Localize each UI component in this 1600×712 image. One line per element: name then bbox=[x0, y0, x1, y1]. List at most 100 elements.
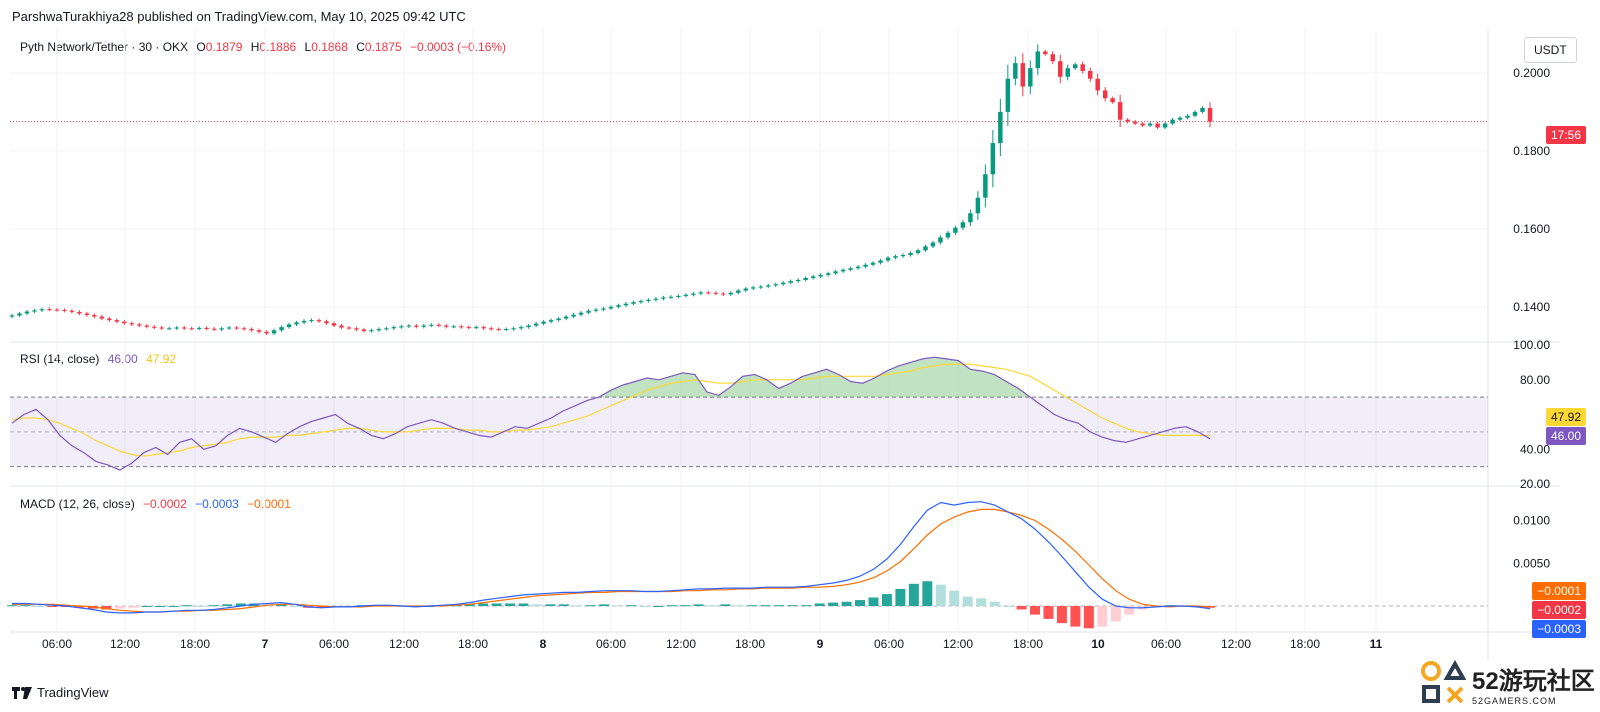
candle-body bbox=[541, 321, 546, 324]
candle-body bbox=[1043, 51, 1048, 55]
candle-body bbox=[324, 321, 329, 324]
low-label: L0.1868 bbox=[304, 40, 348, 54]
currency-button[interactable]: USDT bbox=[1524, 37, 1577, 63]
rsi-badge: 46.00 bbox=[1545, 427, 1586, 445]
candle-body bbox=[92, 315, 97, 317]
macd-histogram-bar bbox=[505, 603, 516, 607]
candle-body bbox=[129, 323, 135, 325]
candle-body bbox=[114, 320, 120, 322]
candle-body bbox=[563, 316, 569, 319]
candle-body bbox=[878, 260, 883, 263]
macd-pane[interactable] bbox=[7, 501, 1488, 629]
close-label: C0.1875 bbox=[356, 40, 402, 54]
candle-body bbox=[369, 330, 374, 332]
price-tick-label: 0.2000 bbox=[1513, 66, 1550, 80]
macd-histogram-bar bbox=[720, 604, 731, 607]
open-label: O0.1879 bbox=[196, 40, 243, 54]
candle-body bbox=[451, 326, 456, 328]
rsi-tick-label: 20.00 bbox=[1520, 477, 1550, 491]
change-label: −0.0003 (−0.16%) bbox=[409, 40, 507, 54]
macd-title[interactable]: MACD (12, 26, close) bbox=[20, 497, 135, 511]
candle-body bbox=[780, 282, 786, 285]
candle-body bbox=[803, 278, 808, 280]
candle-body bbox=[1050, 54, 1055, 62]
macd-histogram-bar bbox=[814, 603, 825, 607]
macd-histogram-bar bbox=[935, 584, 946, 607]
macd-histogram-bar bbox=[235, 603, 246, 607]
candle-body bbox=[436, 324, 442, 326]
macd-histogram-bar bbox=[1178, 606, 1189, 608]
macd-histogram-bar bbox=[908, 583, 919, 607]
macd-histogram-bar bbox=[545, 604, 556, 607]
macd-histogram-bar bbox=[774, 605, 785, 607]
price-pane[interactable] bbox=[9, 44, 1488, 336]
candle-body bbox=[1028, 68, 1033, 87]
candle-body bbox=[1147, 123, 1153, 126]
candle-body bbox=[810, 276, 816, 278]
macd-histogram-bar bbox=[47, 606, 58, 608]
candle-body bbox=[384, 328, 389, 330]
candle-body bbox=[459, 326, 464, 328]
countdown-badge: 17:56 bbox=[1545, 126, 1586, 144]
macd-histogram-bar bbox=[464, 604, 475, 607]
rsi-pane[interactable] bbox=[10, 356, 1488, 471]
macd-histogram-bar bbox=[491, 603, 502, 607]
candle-body bbox=[1125, 119, 1130, 122]
candle-body bbox=[533, 323, 539, 326]
candle-body bbox=[990, 143, 996, 175]
candle-body bbox=[1132, 121, 1138, 124]
price-tick-label: 0.1800 bbox=[1513, 144, 1550, 158]
macd-histogram-bar bbox=[424, 606, 435, 608]
macd-histogram-bar bbox=[881, 594, 892, 607]
macd-histogram-bar bbox=[155, 606, 166, 608]
time-tick-label: 06:00 bbox=[596, 637, 626, 651]
price-tick-label: 0.1600 bbox=[1513, 222, 1550, 236]
candle-body bbox=[466, 327, 471, 329]
candle-body bbox=[795, 279, 801, 282]
candle-body bbox=[691, 293, 696, 295]
macd-histogram-bar bbox=[1083, 606, 1094, 629]
candle-body bbox=[511, 328, 516, 330]
candle-body bbox=[99, 316, 105, 319]
macd-histogram-bar bbox=[114, 606, 125, 609]
time-tick-label: 18:00 bbox=[180, 637, 210, 651]
candle-body bbox=[376, 329, 382, 331]
macd-histogram-bar bbox=[666, 605, 677, 607]
macd-histogram-bar bbox=[249, 603, 260, 607]
macd-histogram-bar bbox=[437, 605, 448, 607]
candle-body bbox=[219, 328, 224, 330]
tradingview-brand: TradingView bbox=[37, 685, 109, 700]
candle-body bbox=[893, 256, 898, 258]
macd-histogram-bar bbox=[195, 606, 206, 608]
candle-body bbox=[661, 297, 666, 299]
candle-body bbox=[444, 325, 449, 327]
candle-body bbox=[279, 327, 284, 331]
rsi-ma-badge: 47.92 bbox=[1545, 408, 1586, 426]
candle-body bbox=[204, 327, 209, 329]
candle-body bbox=[1185, 115, 1190, 118]
macd-histogram-bar bbox=[787, 605, 798, 607]
macd-hist-value: −0.0002 bbox=[143, 497, 187, 511]
candle-body bbox=[331, 323, 337, 326]
time-tick-label: 10 bbox=[1091, 637, 1105, 651]
symbol-label[interactable]: Pyth Network/Tether · 30 · OKX bbox=[20, 40, 189, 54]
macd-histogram-bar bbox=[1030, 606, 1041, 615]
rsi-title[interactable]: RSI (14, close) bbox=[20, 352, 100, 366]
candle-body bbox=[653, 298, 659, 300]
rsi-tick-label: 100.00 bbox=[1513, 338, 1550, 352]
candle-body bbox=[69, 310, 75, 312]
candle-body bbox=[870, 262, 876, 265]
candle-body bbox=[676, 295, 681, 297]
candle-body bbox=[241, 328, 247, 330]
watermark-title: 52游玩社区 bbox=[1472, 667, 1595, 695]
macd-signal-line bbox=[12, 508, 1211, 613]
candle-body bbox=[174, 327, 179, 329]
time-tick-label: 8 bbox=[540, 637, 547, 651]
candle-body bbox=[631, 302, 636, 304]
rsi-ma-value: 47.92 bbox=[146, 352, 177, 366]
candle-body bbox=[316, 320, 322, 322]
macd-histogram-bar bbox=[760, 605, 771, 607]
tradingview-logo[interactable]: TradingView bbox=[12, 685, 109, 700]
candle-body bbox=[429, 324, 434, 326]
